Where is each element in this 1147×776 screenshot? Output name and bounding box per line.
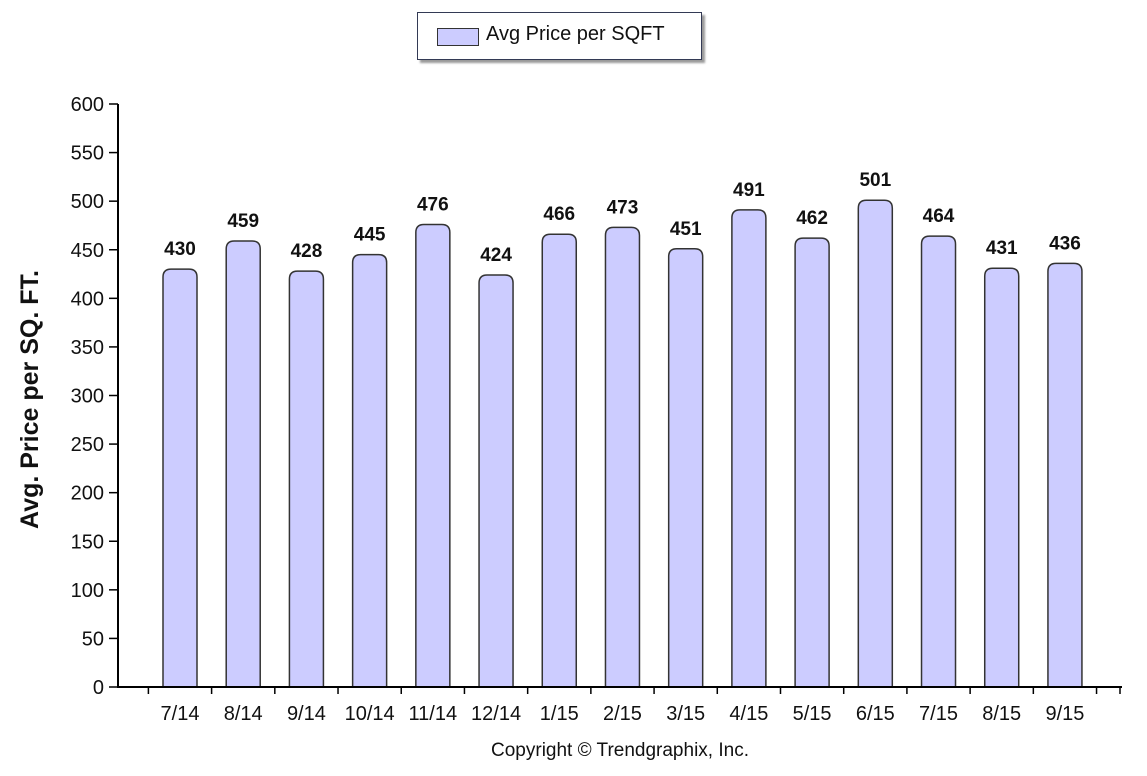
copyright-text: Copyright © Trendgraphix, Inc. [491,740,749,761]
bar-value-label: 428 [291,241,323,262]
bars [162,199,1083,687]
bar [351,253,388,687]
y-axis-ticks: 0 50 100 150 200 250 300 350 400 450 500 550 600 [71,94,118,699]
data-labels: 430 459 428 445 476 424 466 473 451 491 462 501 464 4… [164,170,1081,266]
y-tick-label: 300 [71,386,104,408]
x-tick-label: 7/15 [919,703,958,725]
bar-value-label: 424 [480,245,512,266]
x-tick-label: 5/15 [793,703,832,725]
x-tick-label: 9/14 [287,703,326,725]
bar [478,274,514,687]
bar [667,248,704,687]
bar [415,223,451,687]
bar-value-label: 501 [859,170,891,191]
y-tick-label: 150 [71,531,104,553]
y-tick-label: 450 [71,240,104,262]
y-tick-label: 100 [71,580,104,602]
y-tick-label: 0 [93,677,104,699]
bar [1047,262,1083,687]
bar-value-label: 464 [923,206,955,227]
bar [541,233,578,687]
legend-label: Avg Price per SQFT [486,23,665,45]
bar-value-label: 491 [733,180,765,201]
legend-swatch [437,28,479,46]
bar-value-label: 473 [607,197,639,218]
bar [225,240,261,687]
x-tick-label: 11/14 [409,703,458,725]
bar-value-label: 431 [986,238,1018,259]
bar-value-label: 466 [543,204,575,225]
bar-value-label: 451 [670,219,702,240]
x-tick-label: 3/15 [666,703,705,725]
y-tick-label: 550 [71,143,104,165]
x-tick-label: 12/14 [471,703,521,725]
y-tick-label: 50 [82,628,104,650]
x-axis-ticks: 7/14 8/14 9/14 10/14 11/14 12/14 1/15 2/15 3/15 4… [147,687,1121,725]
x-tick-label: 7/14 [161,703,200,725]
x-tick-label: 6/15 [856,703,895,725]
bar [162,268,198,687]
y-axis-title: Avg. Price per SQ. FT. [16,270,44,529]
bar-value-label: 476 [417,194,449,215]
bar [920,235,957,687]
x-tick-label: 2/15 [603,703,642,725]
bar-value-label: 436 [1049,233,1081,254]
bar [288,270,325,687]
bar [731,209,767,687]
y-tick-label: 400 [71,288,104,310]
bar-value-label: 430 [164,239,196,260]
y-tick-label: 500 [71,191,104,213]
bar [794,237,830,687]
legend: Avg Price per SQFT [417,12,702,60]
y-tick-label: 600 [71,94,104,116]
x-tick-label: 1/15 [540,703,579,725]
y-tick-label: 350 [71,337,104,359]
x-tick-label: 8/15 [982,703,1021,725]
bar [857,199,894,687]
x-tick-label: 10/14 [345,703,395,725]
bar [604,226,641,687]
y-tick-label: 200 [71,483,104,505]
bar-value-label: 459 [227,211,259,232]
x-tick-label: 8/14 [224,703,263,725]
bar-value-label: 445 [354,225,386,246]
bar-value-label: 462 [796,208,828,229]
bar [983,267,1020,687]
y-tick-label: 250 [71,434,104,456]
x-tick-label: 9/15 [1045,703,1084,725]
x-tick-label: 4/15 [729,703,768,725]
